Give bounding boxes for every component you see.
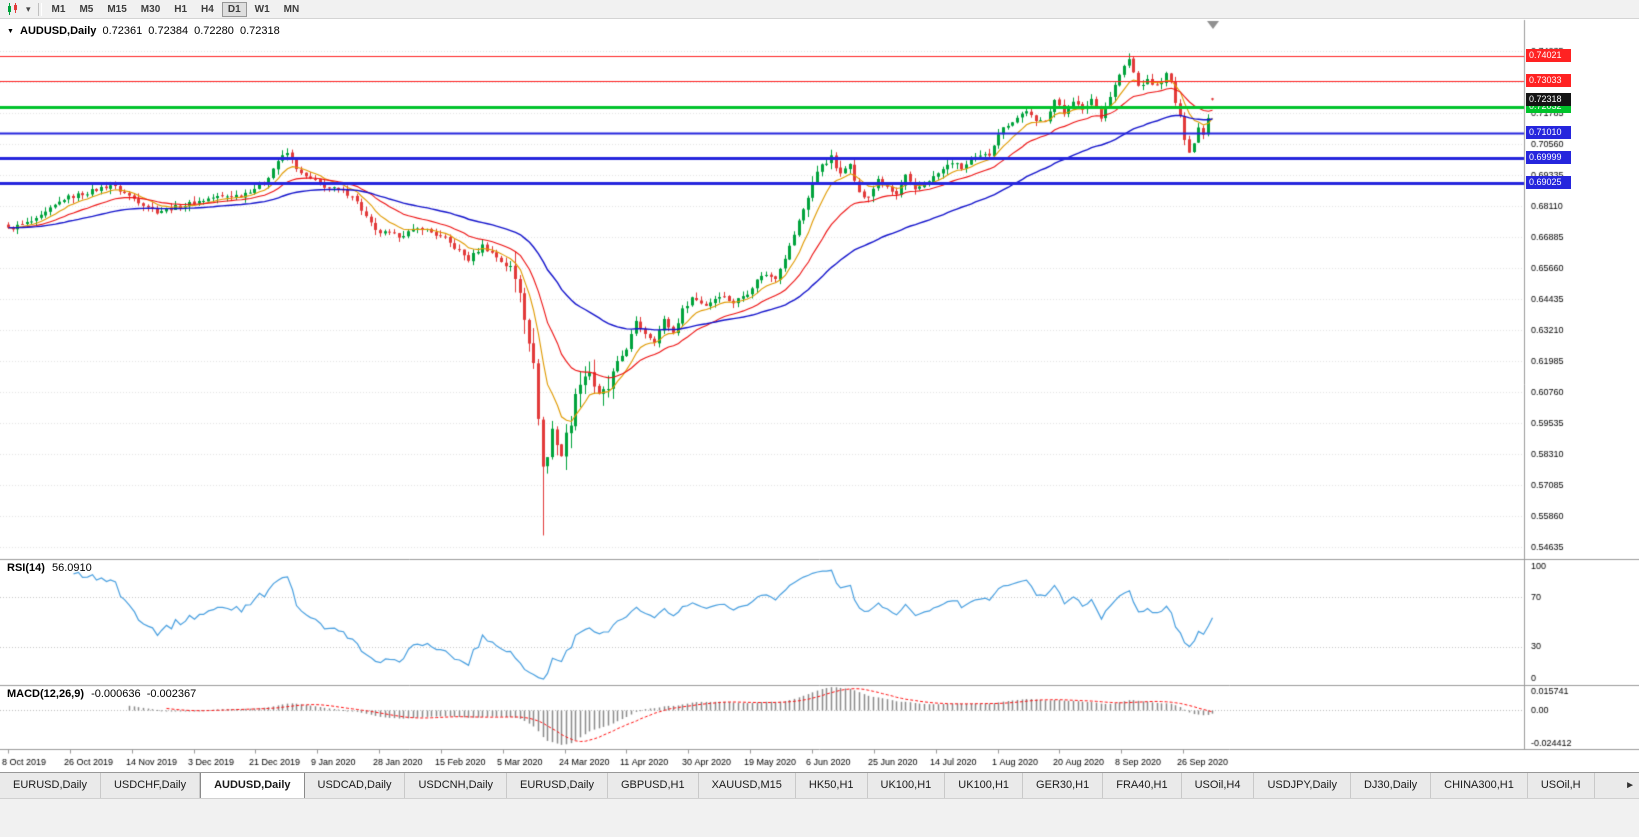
price-level-badge: 0.71010 [1526, 126, 1571, 139]
chart-tab-audusd-daily[interactable]: AUDUSD,Daily [200, 773, 305, 798]
chart-tab-ger30-h1[interactable]: GER30,H1 [1023, 773, 1104, 798]
timeframe-button-h4[interactable]: H4 [201, 3, 214, 15]
candlestick-chart-icon[interactable] [3, 1, 23, 17]
chart-tab-usdchf-daily[interactable]: USDCHF,Daily [100, 773, 201, 798]
macd-indicator-label: MACD(12,26,9) -0.000636 -0.002367 [7, 688, 199, 700]
chart-tab-usdcnh-daily[interactable]: USDCNH,Daily [405, 773, 508, 798]
price-level-badge: 0.74021 [1526, 49, 1571, 62]
timeframe-button-m30[interactable]: M30 [140, 3, 161, 15]
chart-tab-xauusd-m15[interactable]: XAUUSD,M15 [698, 773, 796, 798]
macd-signal-value: -0.002367 [146, 688, 197, 700]
chart-tab-usdjpy-daily[interactable]: USDJPY,Daily [1254, 773, 1351, 798]
chart-tab-fra40-h1[interactable]: FRA40,H1 [1103, 773, 1182, 798]
ohlc-high-value: 0.72384 [148, 25, 189, 37]
price-level-badge: 0.69025 [1526, 176, 1571, 189]
price-chart-canvas[interactable] [0, 0, 1639, 772]
macd-name: MACD(12,26,9) [7, 688, 85, 700]
timeframe-button-m1[interactable]: M1 [51, 3, 66, 15]
ohlc-close-value: 0.72318 [239, 25, 280, 37]
rsi-indicator-label: RSI(14) 56.0910 [7, 562, 95, 574]
chart-tab-usoil-h4[interactable]: USOil,H4 [1181, 773, 1255, 798]
chart-tab-eurusd-daily[interactable]: EURUSD,Daily [507, 773, 608, 798]
bid-price-badge: 0.72318 [1526, 93, 1571, 106]
rsi-value: 56.0910 [51, 562, 92, 574]
timeframe-button-m5[interactable]: M5 [79, 3, 94, 15]
chart-tab-hk50-h1[interactable]: HK50,H1 [795, 773, 868, 798]
chart-tab-eurusd-daily[interactable]: EURUSD,Daily [0, 773, 101, 798]
ohlc-open-value: 0.72361 [102, 25, 143, 37]
price-level-badge: 0.73033 [1526, 74, 1571, 87]
candlestick-chart-glyph [8, 3, 17, 15]
chart-tabs: EURUSD,Daily USDCHF,Daily AUDUSD,Daily USDC… [0, 773, 1623, 798]
collapse-triangle-icon[interactable]: ▼ [7, 28, 14, 35]
chart-tab-dj30-daily[interactable]: DJ30,Daily [1350, 773, 1432, 798]
chart-symbol-label: AUDUSD,Daily [20, 25, 97, 37]
chart-tab-bar: EURUSD,Daily USDCHF,Daily AUDUSD,Daily USDC… [0, 772, 1639, 798]
timeframe-button-mn[interactable]: MN [283, 3, 300, 15]
chart-tab-usoil-h[interactable]: USOil,H [1527, 773, 1595, 798]
timeframe-button-d1[interactable]: D1 [221, 1, 247, 17]
chart-tab-usdcad-daily[interactable]: USDCAD,Daily [304, 773, 406, 798]
rsi-name: RSI(14) [7, 562, 45, 574]
macd-main-value: -0.000636 [91, 688, 141, 700]
timeframe-button-m15[interactable]: M15 [107, 3, 127, 15]
chart-tab-uk100-h1[interactable]: UK100,H1 [867, 773, 946, 798]
timeframe-button-group: M1 M5 M15 M30 H1 H4 D1 W1 MN [46, 1, 306, 17]
toolbar-separator [37, 2, 42, 16]
chart-tab-china300-h1[interactable]: CHINA300,H1 [1431, 773, 1528, 798]
timeframe-button-w1[interactable]: W1 [254, 3, 270, 15]
tab-scroll-right-icon[interactable]: ► [1625, 780, 1635, 791]
chart-title: ▼ AUDUSD,Daily 0.72361 0.72384 0.72280 0… [7, 25, 283, 37]
chart-tab-uk100-h1[interactable]: UK100,H1 [945, 773, 1024, 798]
timeframe-toolbar: ▾ M1 M5 M15 M30 H1 H4 D1 W1 MN [0, 0, 1639, 19]
status-bar [0, 798, 1639, 837]
price-level-badge: 0.69999 [1526, 151, 1571, 164]
timeframe-button-h1[interactable]: H1 [174, 3, 188, 15]
ohlc-low-value: 0.72280 [194, 25, 234, 37]
chart-dropdown-icon[interactable]: ▾ [26, 3, 31, 14]
chart-tab-gbpusd-h1[interactable]: GBPUSD,H1 [608, 773, 699, 798]
